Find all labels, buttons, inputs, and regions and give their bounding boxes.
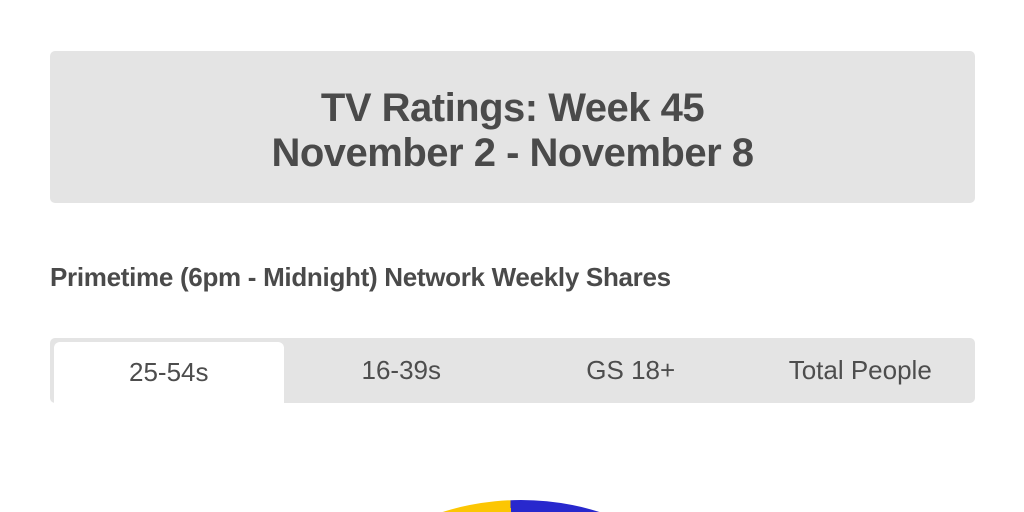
tab-16-39s[interactable]: 16-39s: [361, 355, 442, 385]
tab-25-54s[interactable]: 25-54s: [54, 342, 284, 403]
section-subtitle: Primetime (6pm - Midnight) Network Weekl…: [50, 262, 671, 292]
tab-total-people[interactable]: Total People: [788, 355, 932, 385]
pie-chart: [258, 500, 784, 512]
page-title-line-2: November 2 - November 8: [271, 131, 754, 175]
header-banner: TV Ratings: Week 45 November 2 - Novembe…: [50, 51, 975, 203]
page-title-line-1: TV Ratings: Week 45: [320, 86, 705, 130]
tab-bar: 25-54s 16-39s GS 18+ Total People: [50, 338, 975, 403]
tab-gs-18plus[interactable]: GS 18+: [586, 355, 676, 385]
